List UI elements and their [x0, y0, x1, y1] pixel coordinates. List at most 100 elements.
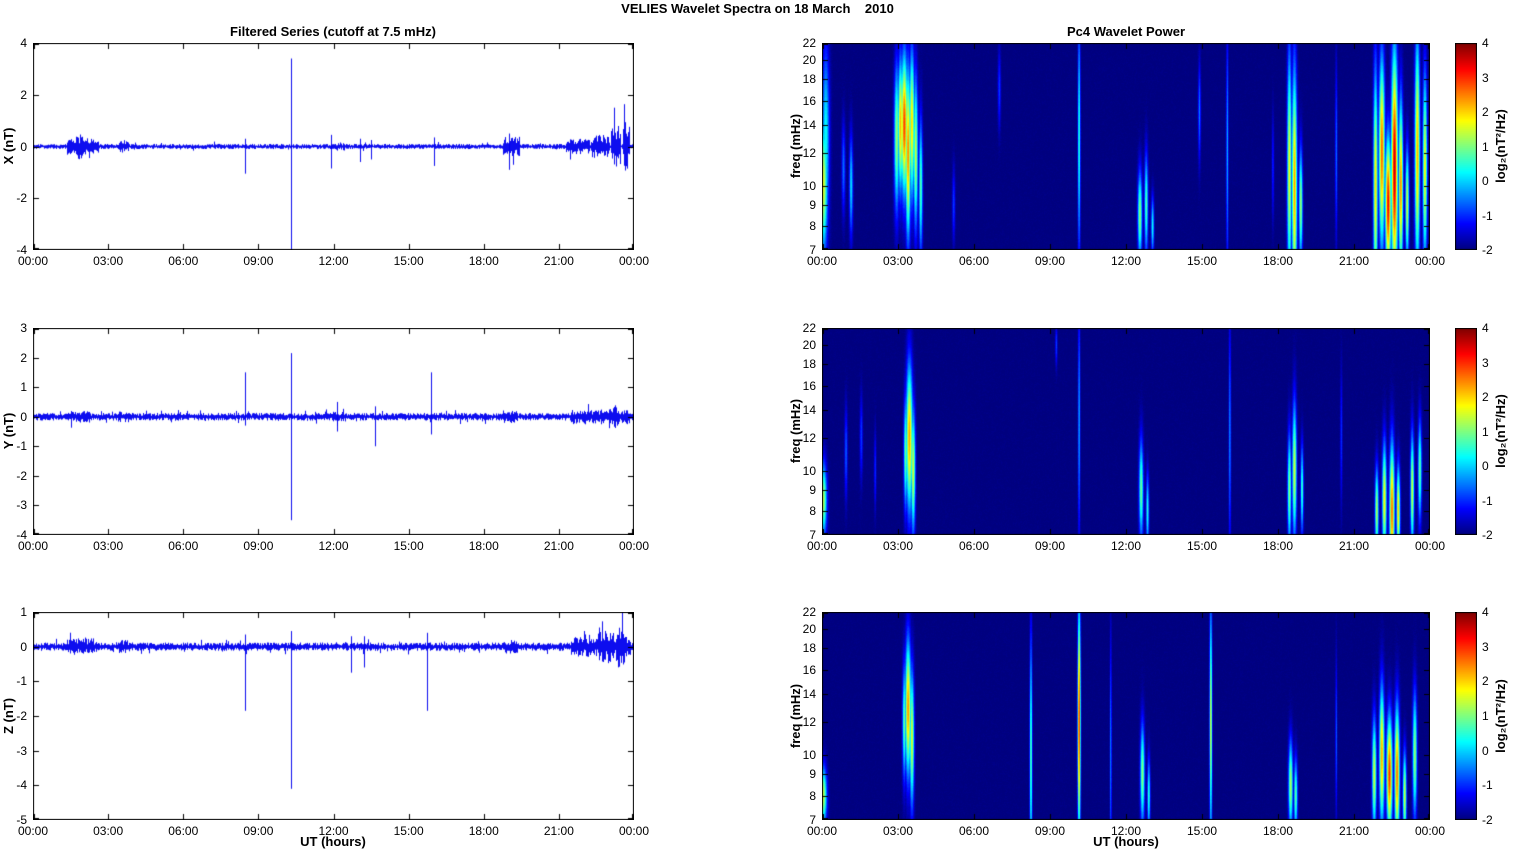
x-tick-label: 12:00: [318, 539, 349, 553]
freq-tick-label: 9: [809, 482, 816, 497]
freq-tick-label: 14: [802, 402, 816, 417]
y-tick-label: 3: [20, 321, 27, 335]
x-tick-label: 00:00: [17, 824, 49, 838]
freq-tick-label: 7: [809, 243, 816, 257]
x-tick-label: 00:00: [17, 539, 49, 553]
freq-tick-label: 8: [809, 218, 816, 233]
x-tick-label: 09:00: [243, 254, 274, 268]
x-tick-label: 15:00: [393, 539, 424, 553]
colorbar-tick-label: 0: [1482, 174, 1489, 188]
colorbar-tick-label: 1: [1482, 709, 1489, 723]
colorbar-tick-label: 3: [1482, 355, 1489, 370]
y-tick-label: -4: [16, 528, 27, 542]
x-tick-label: 00:00: [17, 254, 49, 268]
x-tick-label: 06:00: [958, 824, 990, 838]
colorbar-tick-label: 3: [1482, 639, 1489, 654]
y-tick-label: -5: [16, 813, 27, 827]
y-tick-label: -4: [16, 778, 27, 793]
freq-tick-label: 18: [802, 641, 816, 656]
y-tick-label: 1: [20, 605, 27, 619]
y-tick-label: -2: [16, 468, 27, 483]
x-tick-label: 00:00: [806, 539, 838, 553]
freq-tick-label: 10: [802, 463, 816, 478]
freq-tick-label: 9: [809, 197, 816, 212]
x-tick-label: 06:00: [168, 824, 199, 838]
colorbar-tick-label: 1: [1482, 139, 1489, 154]
colorbar-tick-label: 0: [1482, 743, 1489, 758]
x-tick-label: 21:00: [543, 824, 574, 838]
x-tick-label: 09:00: [243, 539, 274, 553]
x-tick-label: 21:00: [1338, 254, 1370, 268]
freq-tick-label: 12: [802, 430, 816, 445]
x-tick-label: 03:00: [93, 539, 124, 553]
y-tick-label: 2: [20, 350, 27, 365]
x-tick-label: 21:00: [543, 254, 574, 268]
x-tick-label: 21:00: [1338, 539, 1370, 553]
freq-tick-label: 20: [802, 338, 816, 353]
x-tick-label: 09:00: [243, 824, 274, 838]
x-tick-label: 00:00: [1414, 254, 1446, 268]
y-tick-label: -2: [16, 709, 27, 723]
y-tick-label: 2: [20, 87, 27, 102]
colorbar-canvas-middle: [1455, 328, 1477, 535]
freq-tick-label: 9: [809, 767, 816, 782]
x-tick-label: 09:00: [1034, 254, 1066, 268]
x-tick-label: 00:00: [806, 254, 838, 268]
freq-tick-label: 10: [802, 748, 816, 763]
x-tick-label: 21:00: [1338, 824, 1370, 838]
colorbar-canvas-top: [1455, 43, 1477, 250]
freq-tick-label: 22: [802, 36, 816, 50]
x-tick-label: 06:00: [168, 254, 199, 268]
x-tick-label: 06:00: [168, 539, 199, 553]
x-tick-label: 00:00: [1414, 539, 1446, 553]
x-tick-label: 09:00: [1034, 539, 1066, 553]
freq-tick-label: 18: [802, 72, 816, 87]
x-tick-label: 00:00: [618, 254, 650, 268]
x-tick-label: 15:00: [393, 824, 424, 838]
y-tick-label: -3: [16, 743, 27, 758]
x-tick-label: 12:00: [318, 824, 349, 838]
colorbar-tick-label: 4: [1482, 605, 1489, 619]
freq-tick-label: 8: [809, 788, 816, 803]
colorbar-tick-label: -1: [1482, 493, 1493, 508]
colorbar-tick-label: -2: [1482, 528, 1493, 542]
freq-tick-label: 7: [809, 528, 816, 542]
x-tick-label: 18:00: [1262, 254, 1294, 268]
ut-hours-label-left: UT (hours): [300, 834, 366, 849]
z-component-timeseries-canvas: [33, 612, 634, 820]
x-tick-label: 03:00: [882, 254, 914, 268]
y-tick-label: 1: [20, 380, 27, 395]
x-wavelet-spectrogram-canvas: [822, 43, 1430, 250]
x-tick-label: 00:00: [618, 824, 650, 838]
freq-tick-label: 16: [802, 378, 816, 393]
y-tick-label: 0: [20, 639, 27, 654]
freq-tick-label: 12: [802, 715, 816, 730]
y-component-timeseries-canvas: [33, 328, 634, 535]
y-tick-label: 4: [20, 36, 27, 50]
freq-tick-label: 8: [809, 503, 816, 518]
freq-tick-label: 22: [802, 321, 816, 335]
colorbar-tick-label: 4: [1482, 36, 1489, 50]
x-component-timeseries-canvas: [33, 43, 634, 250]
x-tick-label: 00:00: [618, 539, 650, 553]
freq-tick-label: 16: [802, 662, 816, 677]
freq-tick-label: 22: [802, 605, 816, 619]
freq-tick-label: 18: [802, 357, 816, 372]
freq-tick-label: 16: [802, 93, 816, 108]
ut-hours-label-right: UT (hours): [1093, 834, 1159, 849]
y-tick-label: 0: [20, 139, 27, 154]
freq-tick-label: 20: [802, 622, 816, 637]
x-tick-label: 18:00: [1262, 539, 1294, 553]
x-tick-label: 03:00: [93, 254, 124, 268]
y-wavelet-spectrogram-canvas: [822, 328, 1430, 535]
x-tick-label: 18:00: [468, 539, 499, 553]
x-tick-label: 12:00: [1110, 254, 1142, 268]
x-tick-label: 12:00: [1110, 539, 1142, 553]
x-tick-label: 09:00: [1034, 824, 1066, 838]
x-tick-label: 15:00: [1186, 824, 1218, 838]
colorbar-tick-label: 2: [1482, 674, 1489, 689]
x-tick-label: 06:00: [958, 539, 990, 553]
y-tick-label: -4: [16, 243, 27, 257]
colorbar-tick-label: -2: [1482, 813, 1493, 827]
